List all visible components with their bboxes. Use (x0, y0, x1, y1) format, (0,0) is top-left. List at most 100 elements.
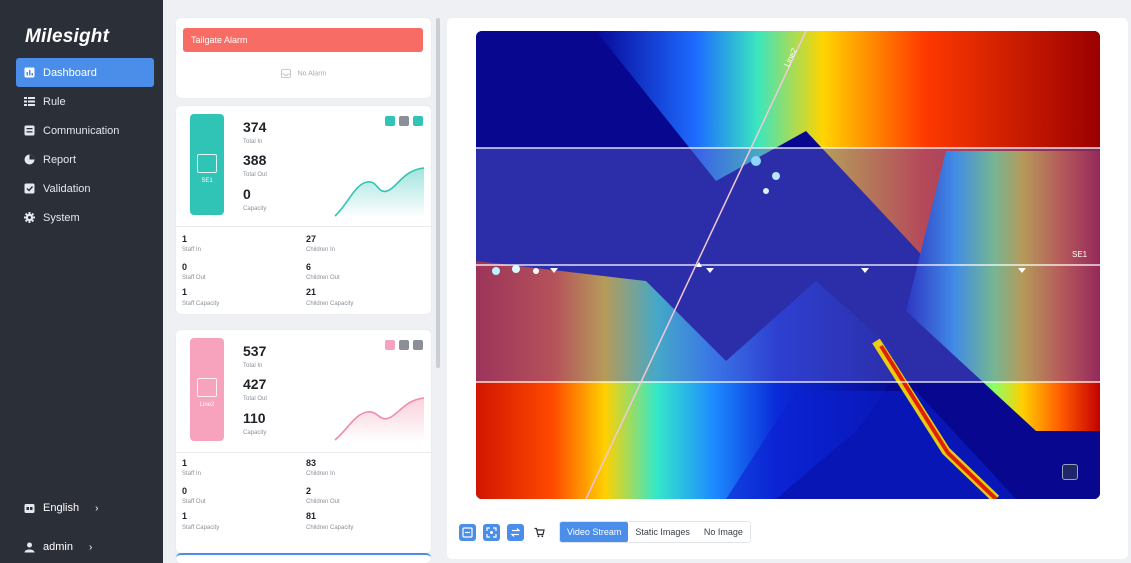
staff-in-value: 1 (182, 234, 188, 244)
staff-capacity-label: Staff Capacity (182, 301, 220, 307)
region-icon (486, 526, 497, 538)
no-image-option[interactable]: No Image (703, 527, 743, 537)
children-in-value: 27 (306, 234, 317, 244)
swap-direction-button[interactable] (507, 523, 524, 541)
staff-capacity-value: 1 (182, 287, 188, 297)
sidebar-item-label: Communication (43, 124, 120, 137)
region-mode-icon[interactable] (413, 116, 423, 126)
children-capacity-value: 21 (306, 287, 317, 297)
staff-out-value: 0 (182, 262, 188, 272)
people-icon[interactable] (399, 116, 409, 126)
children-in-label: Children In (306, 247, 336, 253)
validation-icon (24, 183, 35, 194)
region-name: Line2 (199, 402, 215, 408)
list-icon (24, 96, 35, 107)
door-exit-icon (197, 378, 217, 397)
user-name: admin (43, 541, 73, 553)
region-mode-icon[interactable] (413, 340, 423, 350)
staff-in-label: Staff In (182, 247, 201, 253)
children-capacity-label: Children Capacity (306, 525, 354, 531)
pie-chart-icon (24, 154, 35, 165)
children-out-value: 6 (306, 262, 312, 272)
region-card[interactable] (176, 553, 431, 563)
language-label: English (43, 502, 80, 514)
sidebar-item-validation[interactable]: Validation (16, 174, 154, 203)
staff-in-value: 1 (182, 458, 188, 468)
children-out-value: 2 (306, 486, 312, 496)
region-tool-button[interactable] (483, 523, 500, 541)
dashboard-icon (24, 67, 35, 78)
image-mode-switch: Video Stream Static Images No Image (559, 521, 751, 543)
door-exit-icon (197, 154, 217, 173)
staff-out-label: Staff Out (182, 499, 206, 505)
user-menu[interactable]: admin › (24, 541, 92, 553)
no-alarm-message: No Alarm (176, 69, 431, 78)
region-list-scrollbar[interactable] (436, 18, 440, 368)
heatmap-image (476, 31, 1100, 499)
video-toolbar: Video Stream Static Images No Image (459, 521, 751, 543)
sidebar: Milesight Dashboard Rule Communication R… (0, 0, 163, 563)
region-tile: SE1 (190, 114, 224, 215)
children-out-label: Children Out (306, 499, 340, 505)
line-mode-icon[interactable] (385, 116, 395, 126)
total-out-label: Total Out (243, 172, 268, 178)
total-in-label: Total In (243, 363, 263, 369)
inbox-icon (280, 69, 291, 78)
card-divider (176, 452, 431, 453)
staff-capacity-label: Staff Capacity (182, 525, 220, 531)
region-name: SE1 (201, 178, 213, 184)
region-tile: Line2 (190, 338, 224, 441)
trend-sparkline (334, 397, 425, 442)
alarm-card: Tailgate Alarm No Alarm (176, 18, 431, 98)
line-icon (462, 526, 473, 538)
video-stream-option[interactable]: Video Stream (560, 522, 629, 542)
card-actions (385, 116, 423, 126)
trend-sparkline (334, 167, 425, 218)
staff-in-label: Staff In (182, 471, 201, 477)
card-divider (176, 226, 431, 227)
video-panel: Line2 SE1 Video Stream Static Images No … (447, 18, 1128, 559)
sidebar-item-label: Report (43, 153, 77, 166)
sidebar-item-dashboard[interactable]: Dashboard (16, 58, 154, 87)
capacity-value: 0 (243, 186, 251, 202)
total-in-value: 374 (243, 119, 267, 135)
sidebar-item-rule[interactable]: Rule (16, 87, 154, 116)
chevron-right-icon: › (95, 502, 99, 514)
language-selector[interactable]: English › (24, 502, 98, 514)
cart-icon (534, 527, 545, 537)
tailgate-alarm-bar[interactable]: Tailgate Alarm (183, 28, 423, 52)
sidebar-item-label: Rule (43, 95, 66, 108)
children-capacity-label: Children Capacity (306, 301, 354, 307)
user-icon (24, 542, 35, 552)
milesight-logo: Milesight (25, 26, 110, 47)
card-actions (385, 340, 423, 350)
capacity-label: Capacity (243, 206, 267, 212)
sidebar-item-system[interactable]: System (16, 203, 154, 232)
people-icon[interactable] (399, 340, 409, 350)
line-tool-button[interactable] (459, 523, 476, 541)
fullscreen-button[interactable] (1062, 464, 1078, 480)
no-alarm-label: No Alarm (297, 70, 327, 78)
total-out-value: 388 (243, 152, 267, 168)
static-images-option[interactable]: Static Images (635, 527, 690, 537)
region-card[interactable]: Line2 537 Total In 427 Total Out 110 Cap… (176, 330, 431, 553)
sidebar-item-report[interactable]: Report (16, 145, 154, 174)
children-in-label: Children In (306, 471, 336, 477)
swap-icon (510, 527, 521, 537)
region-label: SE1 (1072, 250, 1088, 259)
children-out-label: Children Out (306, 275, 340, 281)
capacity-value: 110 (243, 410, 266, 426)
line-mode-icon[interactable] (385, 340, 395, 350)
gear-icon (24, 212, 35, 223)
capacity-label: Capacity (243, 430, 267, 436)
total-out-value: 427 (243, 376, 267, 392)
sidebar-item-label: System (43, 211, 80, 224)
total-in-label: Total In (243, 139, 263, 145)
sidebar-nav: Dashboard Rule Communication Report Vali… (16, 58, 154, 232)
chevron-right-icon: › (88, 541, 93, 553)
region-card[interactable]: SE1 374 Total In 388 Total Out 0 Capacit… (176, 106, 431, 314)
staff-out-value: 0 (182, 486, 188, 496)
cart-button[interactable] (531, 524, 548, 541)
sidebar-item-label: Validation (43, 182, 91, 195)
sidebar-item-communication[interactable]: Communication (16, 116, 154, 145)
